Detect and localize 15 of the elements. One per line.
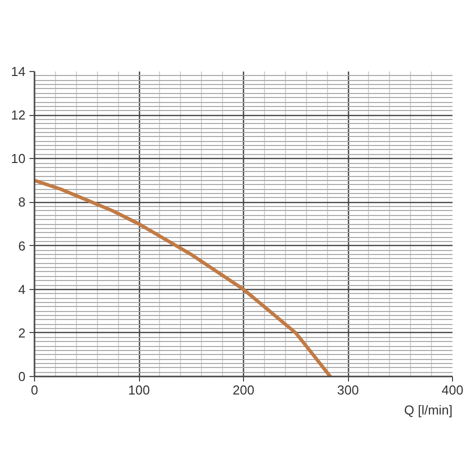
x-tick-label: 100: [128, 382, 150, 398]
y-tick-label: 4: [18, 282, 26, 297]
line-series: [34, 178, 332, 376]
y-tick-label: 8: [18, 194, 26, 210]
y-tick-label: 14: [11, 64, 26, 79]
y-tick-label: 6: [18, 238, 26, 254]
x-axis-title: Q [l/min]: [404, 402, 453, 418]
y-tick-label: 10: [11, 151, 26, 166]
x-tick-label: 0: [30, 382, 38, 398]
y-tick-label: 2: [18, 325, 26, 340]
x-tick-label: 400: [442, 382, 464, 398]
x-tick-label: 300: [337, 382, 359, 398]
y-tick-label: 12: [11, 108, 26, 123]
x-tick-label: 200: [232, 382, 254, 398]
y-tick-label: 0: [18, 369, 26, 384]
